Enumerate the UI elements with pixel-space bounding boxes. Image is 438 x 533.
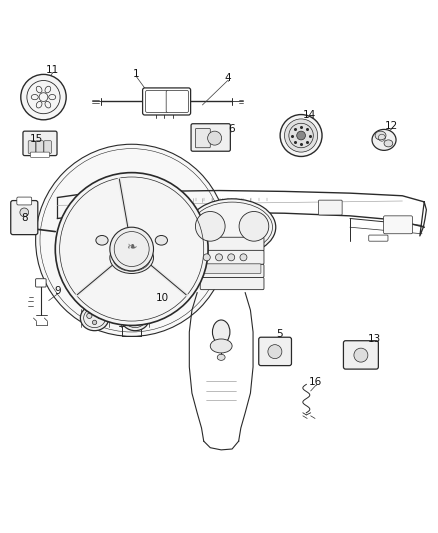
- Ellipse shape: [210, 339, 232, 353]
- FancyBboxPatch shape: [44, 141, 51, 154]
- FancyBboxPatch shape: [35, 279, 46, 287]
- Text: 1: 1: [133, 69, 139, 78]
- FancyBboxPatch shape: [203, 264, 261, 273]
- FancyBboxPatch shape: [200, 237, 264, 251]
- Circle shape: [354, 348, 368, 362]
- Ellipse shape: [217, 354, 225, 360]
- Circle shape: [208, 131, 222, 145]
- Circle shape: [280, 115, 322, 157]
- FancyBboxPatch shape: [28, 141, 35, 154]
- Ellipse shape: [384, 140, 393, 147]
- Text: 16: 16: [309, 377, 322, 387]
- FancyBboxPatch shape: [384, 216, 413, 234]
- Circle shape: [20, 208, 28, 217]
- FancyBboxPatch shape: [318, 200, 342, 215]
- FancyBboxPatch shape: [143, 88, 191, 115]
- Ellipse shape: [188, 199, 276, 256]
- Ellipse shape: [375, 131, 386, 140]
- Circle shape: [35, 144, 228, 336]
- Circle shape: [228, 254, 235, 261]
- Circle shape: [55, 173, 208, 326]
- Ellipse shape: [212, 320, 230, 344]
- Ellipse shape: [110, 242, 153, 273]
- FancyBboxPatch shape: [369, 235, 388, 241]
- Ellipse shape: [121, 305, 149, 330]
- FancyBboxPatch shape: [166, 91, 188, 112]
- FancyBboxPatch shape: [17, 197, 32, 205]
- Text: 6: 6: [228, 124, 234, 134]
- Circle shape: [127, 313, 133, 318]
- Text: 10: 10: [155, 293, 169, 303]
- Circle shape: [87, 313, 92, 318]
- Circle shape: [138, 313, 143, 318]
- Text: 11: 11: [46, 65, 59, 75]
- FancyBboxPatch shape: [200, 264, 264, 277]
- Circle shape: [215, 254, 223, 261]
- Circle shape: [285, 119, 318, 152]
- Text: 12: 12: [385, 121, 398, 131]
- FancyBboxPatch shape: [11, 200, 38, 235]
- FancyBboxPatch shape: [259, 337, 291, 366]
- Circle shape: [239, 212, 269, 241]
- Circle shape: [92, 320, 97, 325]
- Text: 9: 9: [54, 286, 61, 296]
- Text: 4: 4: [224, 73, 231, 83]
- Ellipse shape: [372, 130, 396, 150]
- FancyBboxPatch shape: [191, 124, 230, 151]
- Circle shape: [97, 313, 102, 318]
- FancyBboxPatch shape: [30, 152, 49, 157]
- Circle shape: [195, 212, 225, 241]
- Circle shape: [21, 75, 66, 120]
- FancyBboxPatch shape: [343, 341, 378, 369]
- FancyBboxPatch shape: [200, 251, 264, 264]
- Ellipse shape: [155, 236, 167, 245]
- FancyBboxPatch shape: [200, 277, 264, 289]
- FancyBboxPatch shape: [36, 141, 43, 154]
- Ellipse shape: [96, 236, 108, 245]
- FancyBboxPatch shape: [195, 128, 210, 148]
- Text: 8: 8: [21, 213, 28, 223]
- Text: 5: 5: [276, 329, 283, 339]
- Circle shape: [268, 345, 282, 359]
- Text: 15: 15: [30, 134, 43, 143]
- Text: ❧: ❧: [127, 240, 137, 253]
- Ellipse shape: [81, 305, 109, 330]
- Circle shape: [297, 131, 305, 140]
- FancyBboxPatch shape: [23, 131, 57, 156]
- Text: 14: 14: [303, 110, 316, 119]
- Circle shape: [110, 227, 153, 271]
- Circle shape: [133, 320, 138, 325]
- FancyBboxPatch shape: [146, 91, 168, 112]
- Circle shape: [203, 254, 210, 261]
- Text: 13: 13: [368, 334, 381, 344]
- Circle shape: [240, 254, 247, 261]
